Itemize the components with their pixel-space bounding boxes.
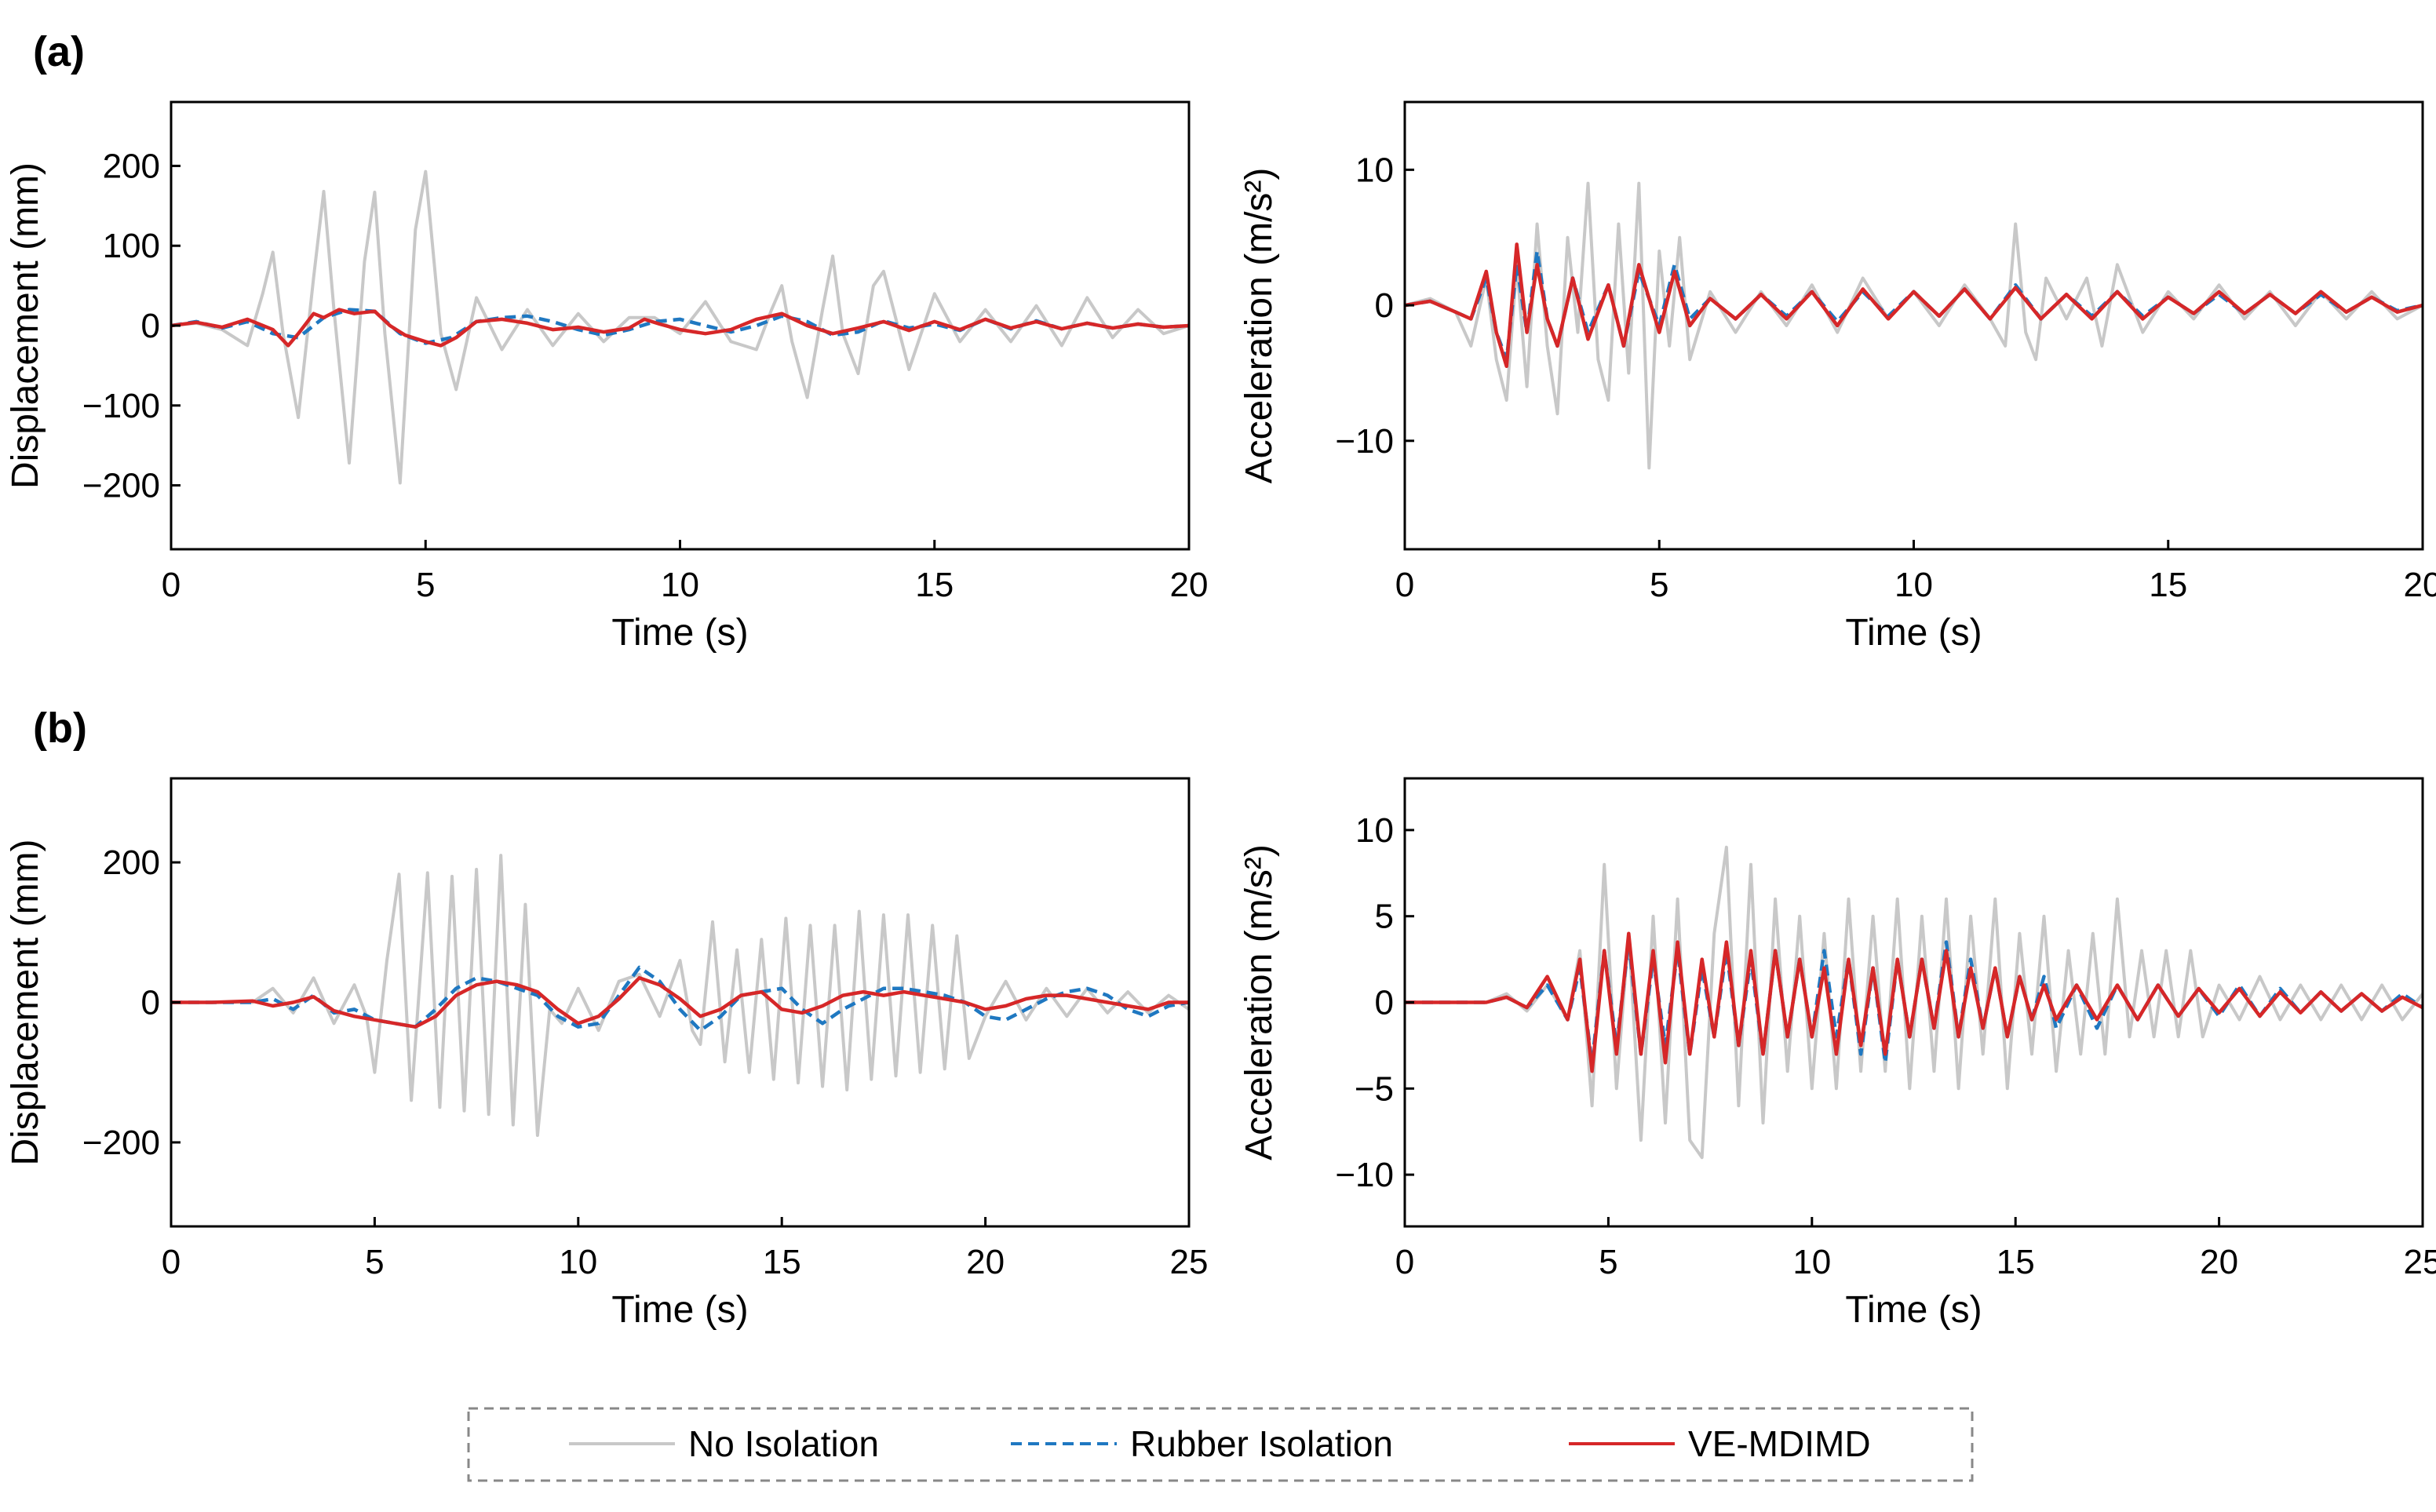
x-tick-label: 15 — [2149, 566, 2187, 604]
y-tick-label: −200 — [82, 467, 160, 505]
legend-label-no-isolation: No Isolation — [688, 1423, 879, 1464]
y-tick-label: 5 — [1375, 898, 1394, 936]
series-line-none — [1405, 181, 2423, 470]
x-tick-label: 10 — [1894, 566, 1933, 604]
y-tick-label: 200 — [103, 147, 160, 185]
series-line-ve — [1405, 242, 2423, 369]
y-tick-label: 100 — [103, 227, 160, 265]
x-tick-label: 25 — [1170, 1243, 1209, 1281]
x-tick-label: 20 — [2404, 566, 2436, 604]
legend-label-ve-mdimd: VE-MDIMD — [1688, 1423, 1871, 1464]
panel-label-a: (a) — [33, 28, 85, 75]
chart-b-acc: 0 5 10 15 20 25 −10 −5 0 5 10 Time (s) Acceleration … — [1238, 777, 2436, 1331]
x-tick-label: 0 — [162, 566, 181, 604]
x-tick-label: 10 — [559, 1243, 597, 1281]
x-tick-label: 5 — [365, 1243, 384, 1281]
y-tick-label: −5 — [1355, 1069, 1394, 1108]
x-tick-label: 15 — [1997, 1243, 2035, 1281]
x-tick-label: 25 — [2404, 1243, 2436, 1281]
series-group — [1405, 845, 2423, 1160]
y-tick-label: −200 — [82, 1124, 160, 1162]
x-tick-label: 20 — [966, 1243, 1005, 1281]
series-group — [171, 169, 1189, 485]
chart-a-acc: 0 5 10 15 20 −10 0 10 Time (s) Acceleration (m/s²… — [1238, 100, 2436, 654]
legend-frame — [467, 1407, 1974, 1482]
x-axis-label: Time (s) — [1845, 1289, 1982, 1331]
y-tick-label: −100 — [82, 387, 160, 425]
series-line-rubber — [171, 965, 1189, 1033]
y-axis-label: Displacement (mm) — [5, 839, 46, 1165]
y-tick-label: 0 — [141, 984, 160, 1022]
y-tick-label: 10 — [1355, 811, 1394, 850]
x-tick-label: 0 — [162, 1243, 181, 1281]
x-tick-label: 20 — [1170, 566, 1209, 604]
y-axis-label: Acceleration (m/s²) — [1238, 844, 1280, 1160]
x-axis-label: Time (s) — [611, 612, 748, 654]
y-tick-label: −10 — [1335, 1156, 1394, 1194]
x-tick-label: 10 — [661, 566, 699, 604]
series-group — [171, 854, 1189, 1137]
y-tick-label: 0 — [141, 307, 160, 345]
plot-frame — [1403, 100, 2424, 551]
x-axis-label: Time (s) — [611, 1289, 748, 1331]
x-axis-label: Time (s) — [1845, 612, 1982, 654]
panel-label-b: (b) — [33, 705, 87, 752]
x-tick-label: 20 — [2200, 1243, 2238, 1281]
y-tick-label: 0 — [1375, 286, 1394, 325]
series-line-ve — [171, 308, 1189, 348]
x-tick-label: 0 — [1395, 566, 1414, 604]
legend: No Isolation Rubber Isolation VE-MDIMD — [467, 1407, 1974, 1482]
x-tick-label: 0 — [1395, 1243, 1414, 1281]
x-tick-label: 5 — [1599, 1243, 1617, 1281]
y-axis-label: Acceleration (m/s²) — [1238, 168, 1280, 484]
series-line-none — [171, 169, 1189, 485]
series-line-rubber — [171, 308, 1189, 345]
x-tick-label: 5 — [1650, 566, 1668, 604]
y-tick-label: 200 — [103, 843, 160, 882]
chart-b-disp: 0 5 10 15 20 25 −200 0 200 Time (s) Displacement (… — [5, 777, 1209, 1331]
legend-label-rubber-isolation: Rubber Isolation — [1130, 1423, 1393, 1464]
series-group — [1405, 181, 2423, 470]
chart-a-disp: 0 5 10 15 20 −200 −100 0 100 200 Time (s) Displacem… — [5, 100, 1209, 654]
series-line-none — [171, 854, 1189, 1137]
x-tick-label: 5 — [416, 566, 435, 604]
x-tick-label: 15 — [763, 1243, 801, 1281]
series-line-ve — [1405, 931, 2423, 1073]
series-line-ve — [171, 976, 1189, 1029]
y-tick-label: 10 — [1355, 151, 1394, 189]
x-tick-label: 10 — [1792, 1243, 1831, 1281]
x-tick-label: 15 — [915, 566, 954, 604]
y-axis-label: Displacement (mm) — [5, 162, 46, 489]
plot-frame — [170, 100, 1191, 551]
y-tick-label: −10 — [1335, 422, 1394, 461]
y-tick-label: 0 — [1375, 984, 1394, 1022]
